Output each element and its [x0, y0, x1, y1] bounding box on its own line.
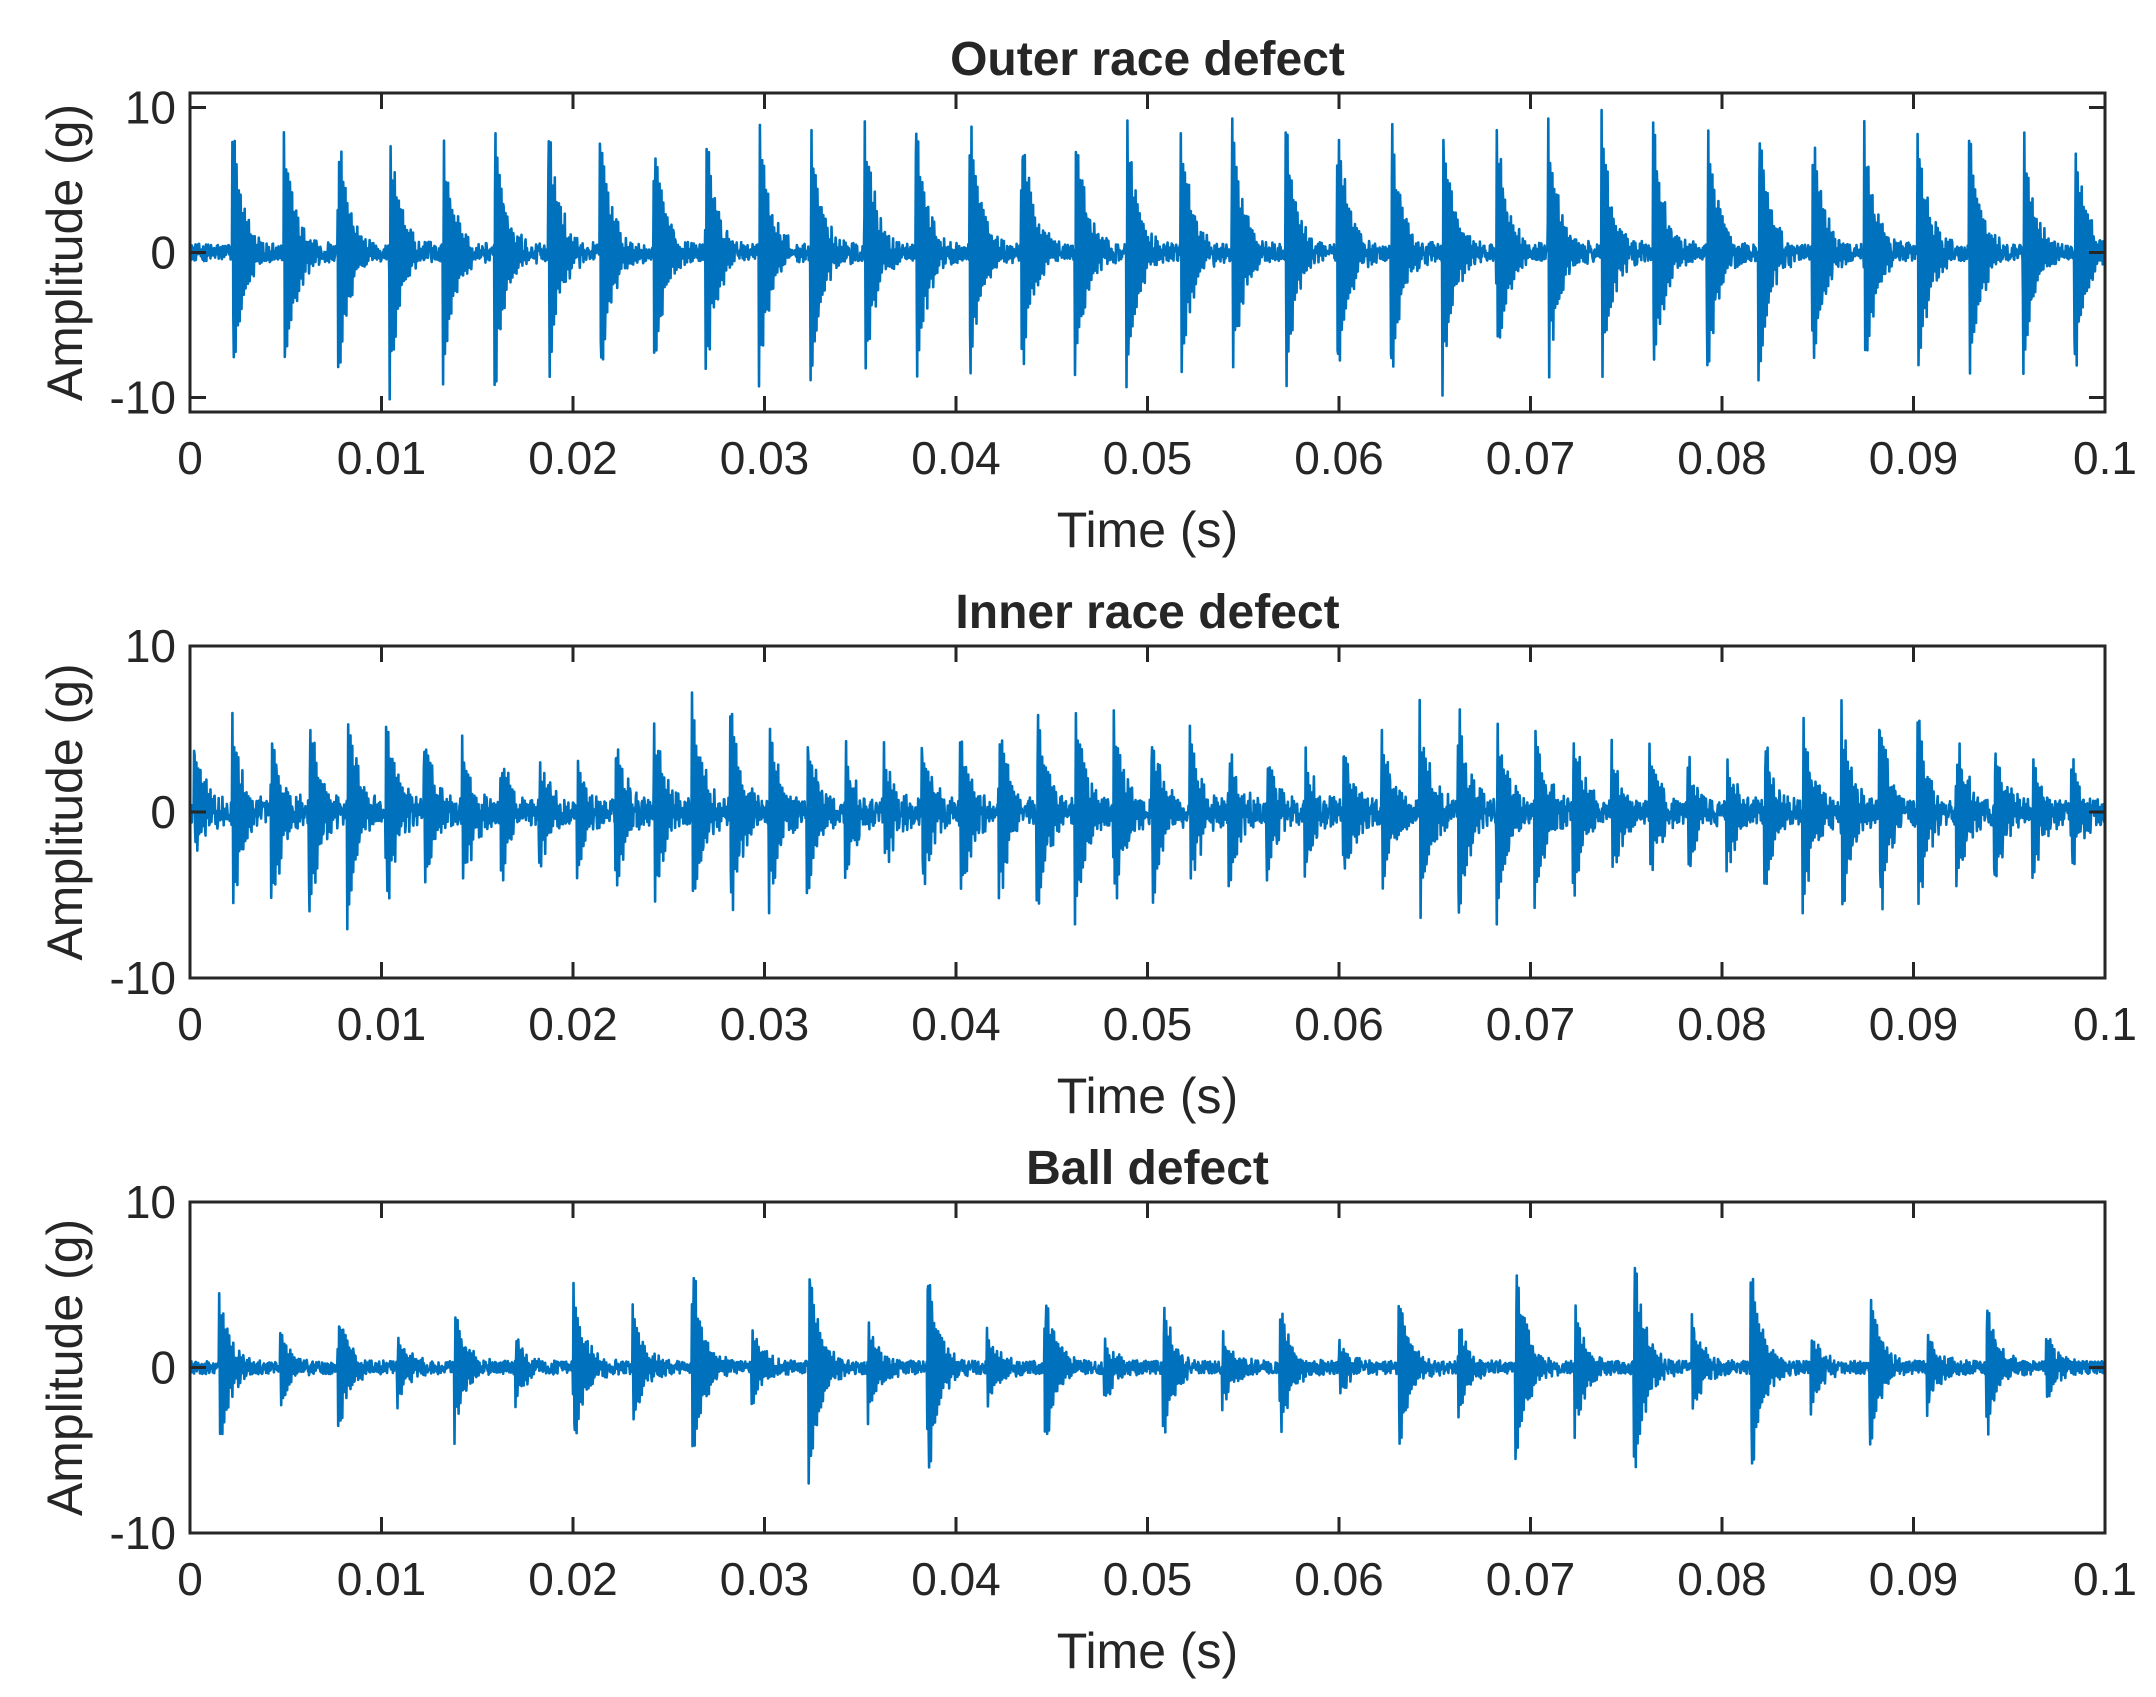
- y-tick-label: -10: [110, 372, 176, 424]
- y-tick-label: 10: [125, 82, 176, 134]
- subplot-2: 0 0.01 0.02 0.03 0.04 0.05 0.06 0.07 0.08 0.09 0.1…: [37, 586, 2137, 1124]
- x-tick-label: 0.02: [528, 432, 618, 484]
- x-tick-label: 0.1: [2073, 998, 2137, 1050]
- x-tick-label: 0.09: [1869, 432, 1959, 484]
- y-axis-label: Amplitude (g): [37, 104, 93, 401]
- x-tick-label: 0.02: [528, 1553, 618, 1605]
- x-tick-label: 0.04: [911, 432, 1001, 484]
- x-axis-label: Time (s): [1057, 1623, 1238, 1679]
- x-tick-label: 0.09: [1869, 1553, 1959, 1605]
- x-axis-label: Time (s): [1057, 502, 1238, 558]
- signal-trace-vibration: [190, 1266, 2105, 1485]
- y-tick-label: -10: [110, 1507, 176, 1559]
- x-tick-label: 0.05: [1103, 1553, 1193, 1605]
- x-tick-label: 0.06: [1294, 1553, 1384, 1605]
- x-axis-label: Time (s): [1057, 1068, 1238, 1124]
- x-tick-label: 0.07: [1486, 998, 1576, 1050]
- x-tick-label: 0: [177, 1553, 203, 1605]
- x-tick-label: 0: [177, 998, 203, 1050]
- x-tick-label: 0.1: [2073, 432, 2137, 484]
- x-tick-label: 0.04: [911, 1553, 1001, 1605]
- chart-title: Outer race defect: [950, 33, 1345, 86]
- y-tick-label: 10: [125, 620, 176, 672]
- subplot-3: 0 0.01 0.02 0.03 0.04 0.05 0.06 0.07 0.08 0.09 0.1…: [37, 1142, 2137, 1679]
- x-tick-label: 0.1: [2073, 1553, 2137, 1605]
- x-tick-label: 0.08: [1677, 432, 1767, 484]
- y-tick-label: 0: [150, 227, 176, 279]
- x-tick-label: 0.06: [1294, 432, 1384, 484]
- x-tick-label: 0.06: [1294, 998, 1384, 1050]
- x-tick-label: 0.08: [1677, 998, 1767, 1050]
- x-tick-label: 0.01: [337, 998, 427, 1050]
- chart-title: Inner race defect: [955, 586, 1339, 639]
- y-tick-label: 10: [125, 1176, 176, 1228]
- y-axis-label: Amplitude (g): [37, 1219, 93, 1516]
- x-tick-label: 0.05: [1103, 998, 1193, 1050]
- signal-trace-vibration: [190, 108, 2105, 401]
- x-tick-label: 0.04: [911, 998, 1001, 1050]
- y-axis-label: Amplitude (g): [37, 663, 93, 960]
- x-tick-label: 0.03: [720, 432, 810, 484]
- x-tick-label: 0: [177, 432, 203, 484]
- x-tick-label: 0.01: [337, 1553, 427, 1605]
- signal-trace-vibration: [190, 691, 2105, 931]
- x-tick-label: 0.07: [1486, 1553, 1576, 1605]
- chart-title: Ball defect: [1026, 1142, 1269, 1195]
- x-tick-label: 0.05: [1103, 432, 1193, 484]
- x-tick-label: 0.01: [337, 432, 427, 484]
- x-tick-label: 0.03: [720, 1553, 810, 1605]
- x-tick-label: 0.09: [1869, 998, 1959, 1050]
- x-tick-label: 0.08: [1677, 1553, 1767, 1605]
- x-tick-label: 0.07: [1486, 432, 1576, 484]
- x-tick-label: 0.03: [720, 998, 810, 1050]
- y-tick-label: -10: [110, 952, 176, 1004]
- y-tick-label: 0: [150, 1342, 176, 1394]
- x-tick-label: 0.02: [528, 998, 618, 1050]
- y-tick-label: 0: [150, 786, 176, 838]
- subplot-1: 0 0.01 0.02 0.03 0.04 0.05 0.06 0.07 0.08 0.09 0.1…: [37, 33, 2137, 558]
